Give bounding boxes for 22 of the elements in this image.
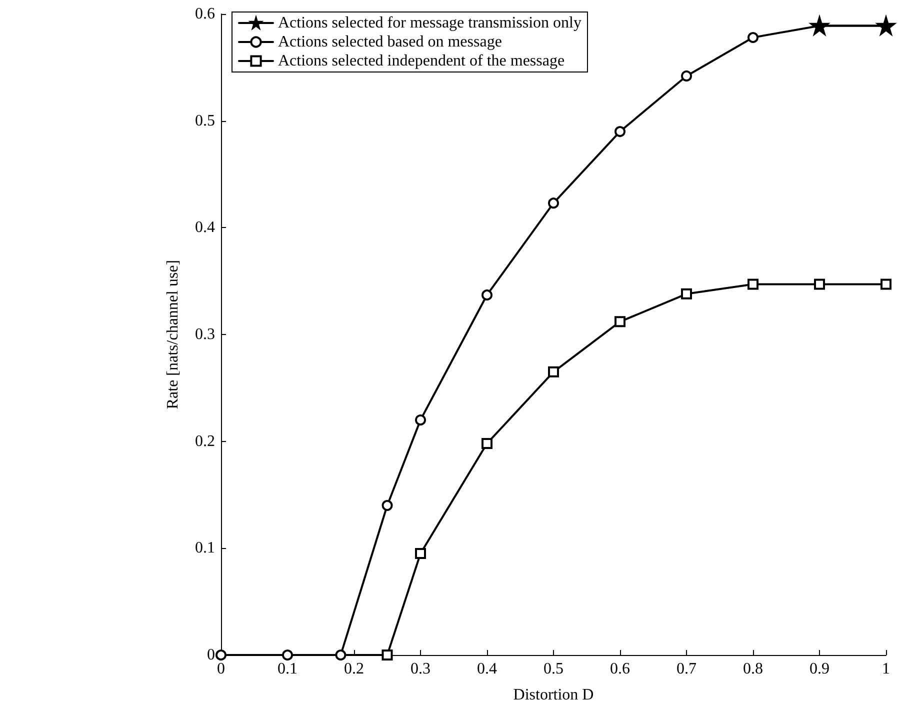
x-axis-title: Distortion D	[513, 686, 594, 704]
y-tick-label: 0.6	[195, 6, 215, 22]
legend-label: Actions selected based on message	[278, 34, 502, 50]
x-tick-label: 0.6	[610, 660, 630, 678]
y-tick-label: 0.5	[195, 112, 215, 130]
x-tick-label: 0.5	[544, 660, 564, 678]
x-tick-label: 0.2	[344, 660, 364, 678]
x-tick-label: 0.1	[278, 660, 298, 678]
legend-label: Actions selected for message transmission only	[278, 14, 582, 32]
y-tick-label: 0.4	[195, 219, 215, 236]
y-axis-title: Rate [nats/channel use]	[164, 260, 182, 410]
x-tick-label: 0.9	[810, 660, 830, 678]
y-tick-label: 0.1	[195, 540, 215, 557]
x-tick-label: 0.8	[743, 660, 763, 678]
y-tick-label: 0	[207, 646, 215, 664]
y-tick-label: 0.3	[195, 326, 215, 343]
x-tick-label: 0.7	[676, 660, 696, 678]
x-tick-label: 0.4	[477, 660, 497, 678]
x-tick-label: 0.3	[410, 660, 430, 678]
y-tick-label: 0.2	[195, 432, 215, 450]
legend-label: Actions selected independent of the message	[278, 52, 565, 70]
x-tick-label: 1	[882, 660, 890, 678]
